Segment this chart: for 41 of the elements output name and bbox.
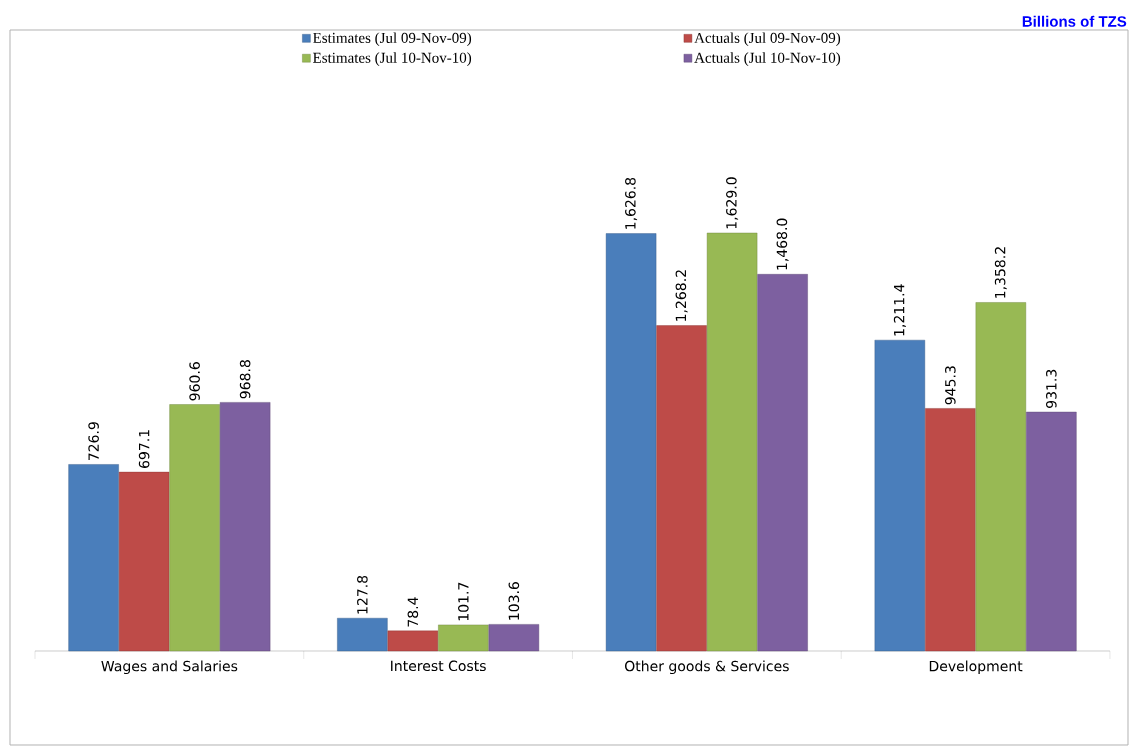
data-label: 127.8 <box>357 575 368 614</box>
bar <box>706 232 758 652</box>
x-tick-label: Interest Costs <box>391 660 486 672</box>
bar <box>169 404 220 652</box>
bar <box>488 624 540 652</box>
text: Billions of TZS <box>1022 15 1127 27</box>
bar <box>757 274 808 652</box>
x-tick-label: Other goods & Services <box>625 660 789 675</box>
data-label: 968.8 <box>239 360 251 399</box>
bar <box>656 325 707 652</box>
data-label: 726.9 <box>88 422 99 461</box>
data-label: 1,268.2 <box>675 270 688 321</box>
data-label: 697.1 <box>138 430 150 468</box>
data-label: 1,626.8 <box>625 177 638 229</box>
data-label: 960.6 <box>189 362 200 401</box>
data-label: 101.7 <box>458 582 469 621</box>
bar <box>925 408 976 652</box>
legend-label: Actuals (Jul 09-Nov-09) <box>694 32 841 46</box>
data-label: 1,629.0 <box>726 177 739 229</box>
bar <box>68 464 119 652</box>
data-label: 78.4 <box>407 597 419 627</box>
bar <box>438 624 489 652</box>
bar <box>219 402 271 652</box>
legend-label: Actuals (Jul 10-Nov-10) <box>694 52 841 66</box>
data-label: 1,358.2 <box>994 247 1007 298</box>
data-label: 1,468.0 <box>776 218 789 270</box>
legend-label: Estimates (Jul 10-Nov-10) <box>313 52 472 66</box>
bar <box>118 471 170 652</box>
x-tick-label: Development <box>929 660 1023 675</box>
bar <box>387 630 439 652</box>
data-label: 931.3 <box>1046 369 1057 408</box>
bar <box>605 233 657 652</box>
bar <box>337 617 388 652</box>
legend-label: Estimates (Jul 09-Nov-09) <box>313 32 472 46</box>
x-tick-label: Wages and Salaries <box>101 660 238 675</box>
data-label: 1,211.4 <box>893 284 906 336</box>
bar <box>1026 411 1077 652</box>
data-label: 945.3 <box>945 366 956 405</box>
bar <box>874 339 926 652</box>
data-label: 103.6 <box>508 582 520 620</box>
bar <box>975 302 1027 652</box>
